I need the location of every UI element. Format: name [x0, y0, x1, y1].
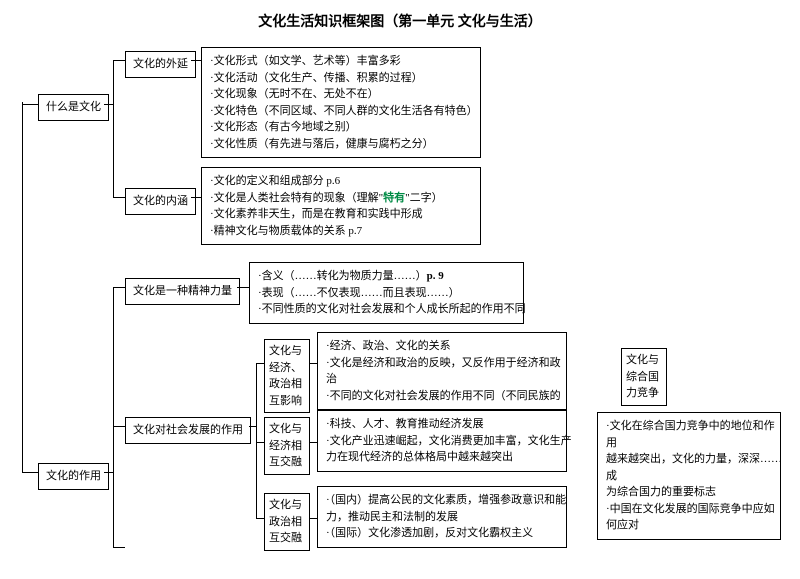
content-epc: ·经济、政治、文化的关系 ·文化是经济和政治的反映，又反作用于经济和政 治 ·不…	[317, 332, 567, 410]
power-line: ·不同性质的文化对社会发展和个人成长所起的作用不同	[258, 301, 515, 318]
node-ext-label: 文化的外延	[133, 58, 188, 70]
node-comp-label: 文化与综合国力竞争	[626, 354, 659, 399]
power-line: ·表现（……不仅表现……而且表现……）	[258, 285, 515, 302]
content-power: ·含义（……转化为物质力量……）p. 9 ·表现（……不仅表现……而且表现……）…	[249, 262, 524, 324]
page-title: 文化生活知识框架图（第一单元 文化与生活）	[12, 12, 788, 33]
node-int-label: 文化的内涵	[133, 195, 188, 207]
pol-line: ·（国际）文化渗透加剧，反对文化霸权主义	[326, 525, 558, 542]
ext-line: ·文化性质（有先进与落后，健康与腐朽之分）	[210, 136, 472, 153]
node-pol-label: 文化与政治相互交融	[269, 499, 302, 544]
int-l2b: "二字）	[405, 192, 443, 204]
comp-line: ·中国在文化发展的国际竞争中应如	[606, 501, 772, 518]
pol-line: ·（国内）提高公民的文化素质，增强参政意识和能	[326, 492, 558, 509]
econ-line: ·科技、人才、教育推动经济发展	[326, 416, 558, 433]
node-pol: 文化与政治相互交融	[264, 493, 310, 551]
conn-root2	[22, 472, 38, 473]
int-line1: ·文化的定义和组成部分 p.6	[210, 173, 472, 190]
int-l2a: ·文化是人类社会特有的现象（理解"	[210, 192, 383, 204]
conn-power-l	[113, 287, 125, 288]
ext-line: ·文化形态（有古今地域之别）	[210, 119, 472, 136]
comp-line: 为综合国力的重要标志	[606, 484, 772, 501]
comp-line: 用	[606, 435, 772, 452]
conn-root1	[22, 104, 38, 105]
power-l1a: ·含义（……转化为物质力量……）	[258, 270, 427, 282]
int-highlight: 特有	[383, 192, 405, 204]
conn-pol-l	[256, 518, 264, 519]
ext-line: ·文化特色（不同区域、不同人群的文化生活各有特色）	[210, 103, 472, 120]
node-root2: 文化的作用	[38, 463, 109, 490]
conn-epc-r	[309, 363, 317, 364]
content-econ: ·科技、人才、教育推动经济发展 ·文化产业迅速崛起，文化消费更加丰富，文化生产 …	[317, 410, 567, 472]
bracket-root2	[113, 287, 114, 547]
power-line1: ·含义（……转化为物质力量……）p. 9	[258, 268, 515, 285]
node-power: 文化是一种精神力量	[125, 278, 240, 305]
pol-line: 力，推动民主和法制的发展	[326, 509, 558, 526]
ext-line: ·文化现象（无时不在、无处不在）	[210, 86, 472, 103]
conn-power-r	[237, 287, 249, 288]
conn-social-r	[249, 426, 256, 427]
bracket-social	[256, 363, 257, 518]
int-line: ·精神文化与物质载体的关系 p.7	[210, 223, 472, 240]
conn-int-l	[113, 197, 125, 198]
conn-pol-r	[309, 518, 317, 519]
conn-epc-l	[256, 363, 264, 364]
ext-line: ·文化活动（文化生产、传播、积累的过程）	[210, 70, 472, 87]
conn-econ-r	[309, 442, 317, 443]
comp-line: 成	[606, 468, 772, 485]
epc-line: 治	[326, 371, 558, 388]
spine	[22, 102, 23, 472]
node-econ-label: 文化与经济相互交融	[269, 423, 302, 468]
node-econ: 文化与经济相互交融	[264, 417, 310, 475]
comp-line: ·文化在综合国力竞争中的地位和作	[606, 418, 772, 435]
node-ext: 文化的外延	[125, 51, 196, 78]
epc-line: ·经济、政治、文化的关系	[326, 338, 558, 355]
int-line2: ·文化是人类社会特有的现象（理解"特有"二字）	[210, 190, 472, 207]
node-int: 文化的内涵	[125, 188, 196, 215]
epc-line: ·文化是经济和政治的反映，又反作用于经济和政	[326, 355, 558, 372]
conn-bottom	[113, 547, 125, 548]
comp-line: 何应对	[606, 517, 772, 534]
node-social: 文化对社会发展的作用	[125, 417, 251, 444]
node-root1: 什么是文化	[38, 94, 109, 121]
power-l1b: p. 9	[427, 270, 444, 282]
epc-line: ·不同的文化对社会发展的作用不同（不同民族的	[326, 388, 558, 405]
conn-ext-l	[113, 60, 125, 61]
comp-line: 越来越突出，文化的力量，深深……	[606, 451, 772, 468]
econ-line: ·文化产业迅速崛起，文化消费更加丰富，文化生产	[326, 433, 558, 450]
econ-line: 力在现代经济的总体格局中越来越突出	[326, 449, 558, 466]
node-root1-label: 什么是文化	[46, 101, 101, 113]
int-line: ·文化素养非天生，而是在教育和实践中形成	[210, 206, 472, 223]
conn-econ-l	[256, 442, 264, 443]
ext-line: ·文化形式（如文学、艺术等）丰富多彩	[210, 53, 472, 70]
node-power-label: 文化是一种精神力量	[133, 285, 232, 297]
conn-social-l	[113, 426, 125, 427]
content-ext: ·文化形式（如文学、艺术等）丰富多彩 ·文化活动（文化生产、传播、积累的过程） …	[201, 47, 481, 158]
node-epc-label: 文化与经济、政治相互影响	[269, 345, 302, 407]
node-root2-label: 文化的作用	[46, 470, 101, 482]
content-int: ·文化的定义和组成部分 p.6 ·文化是人类社会特有的现象（理解"特有"二字） …	[201, 167, 481, 245]
content-pol: ·（国内）提高公民的文化素质，增强参政意识和能 力，推动民主和法制的发展 ·（国…	[317, 486, 567, 548]
bracket-root1	[113, 60, 114, 197]
node-epc: 文化与经济、政治相互影响	[264, 339, 310, 413]
node-comp: 文化与综合国力竞争	[621, 348, 667, 406]
node-social-label: 文化对社会发展的作用	[133, 424, 243, 436]
diagram-canvas: 什么是文化 文化的外延 ·文化形式（如文学、艺术等）丰富多彩 ·文化活动（文化生…	[12, 47, 788, 567]
content-comp: ·文化在综合国力竞争中的地位和作 用 越来越突出，文化的力量，深深…… 成 为综…	[597, 412, 781, 540]
